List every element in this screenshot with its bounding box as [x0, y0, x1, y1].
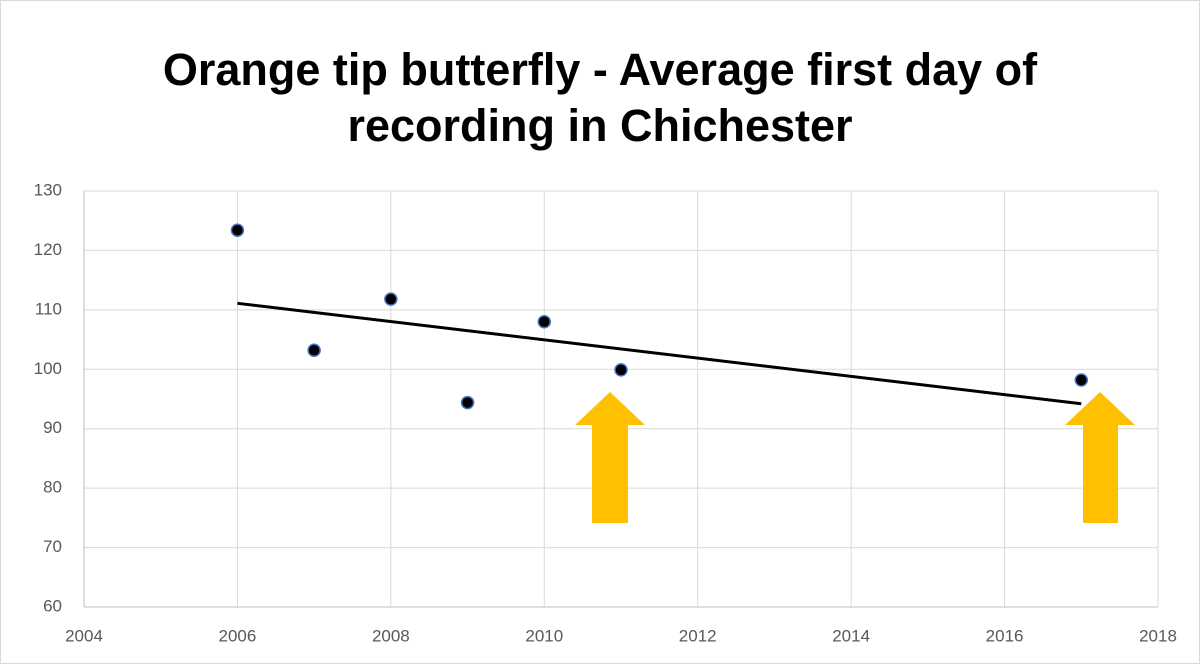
data-point: [1074, 373, 1089, 387]
y-tick-label: 130: [34, 180, 62, 199]
chart-title: Orange tip butterfly - Average first day…: [162, 44, 1038, 151]
y-tick-label: 110: [35, 299, 62, 318]
data-point: [460, 395, 475, 410]
x-tick-label: 2004: [65, 626, 103, 645]
y-tick-label: 70: [43, 537, 62, 556]
y-tick-label: 80: [43, 478, 62, 497]
data-point: [384, 292, 398, 306]
y-tick-label: 100: [34, 359, 62, 378]
marks: [230, 223, 1089, 410]
annotation-arrow: [575, 392, 645, 523]
data-point: [537, 314, 552, 329]
trendline: [237, 301, 1082, 406]
data-point: [230, 223, 245, 237]
x-tick-label: 2014: [832, 626, 870, 645]
x-tick-label: 2016: [986, 626, 1024, 645]
y-tick-label: 120: [34, 240, 62, 259]
grid: [83, 190, 1159, 608]
x-tick-label: 2010: [525, 626, 563, 645]
y-tick-label: 90: [43, 418, 62, 437]
data-point: [614, 363, 628, 377]
x-tick-label: 2008: [372, 626, 410, 645]
data-point: [307, 343, 321, 358]
x-tick-label: 2012: [679, 626, 717, 645]
y-tick-label: 60: [43, 596, 62, 615]
x-tick-label: 2006: [219, 626, 257, 645]
annotation-arrow: [1065, 392, 1135, 523]
x-tick-label: 2018: [1139, 626, 1177, 645]
